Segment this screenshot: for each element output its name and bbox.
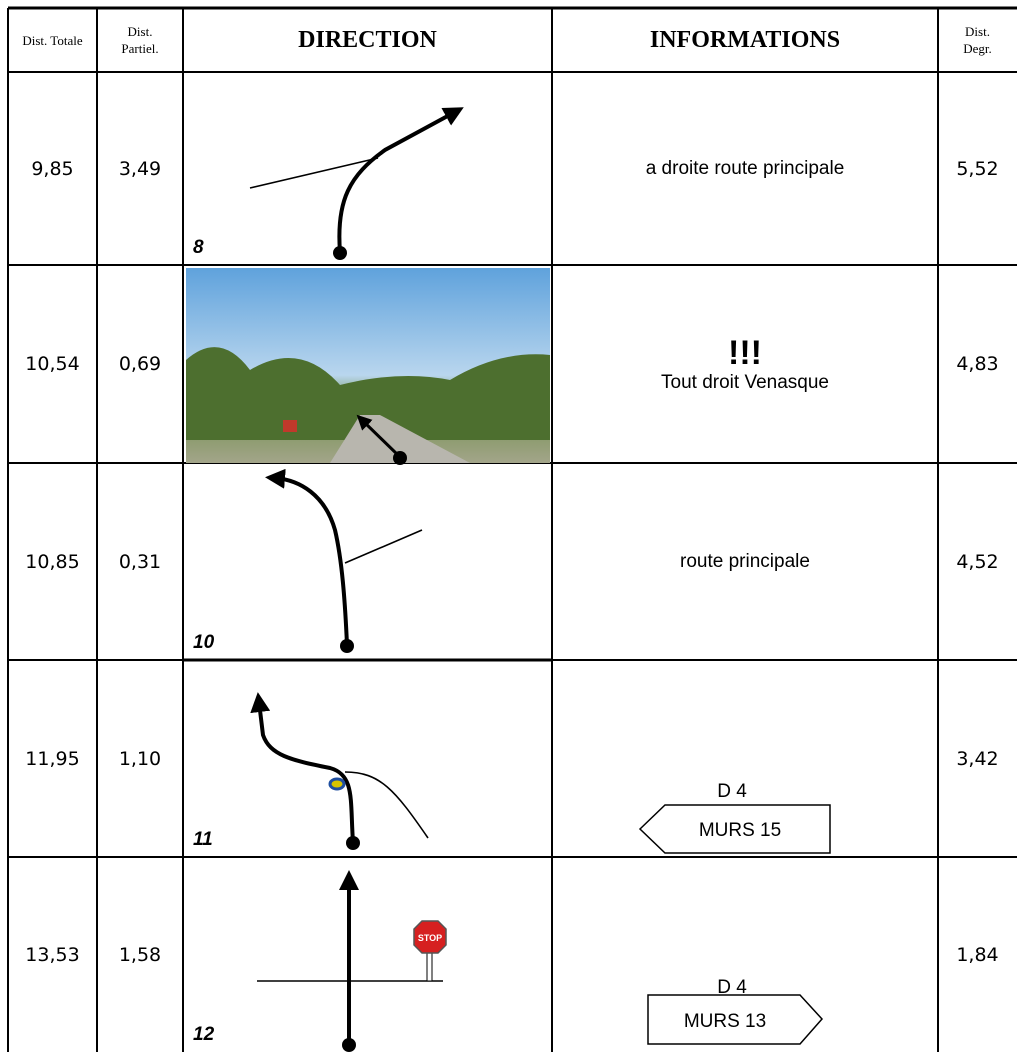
column-header: Dist. Degr. [963, 24, 992, 56]
dist-degr: 5,52 [956, 157, 999, 180]
dist-partial: 1,10 [118, 747, 162, 770]
sign-text: MURS 15 [699, 820, 781, 841]
roundabout-marker [328, 777, 346, 791]
column-header: DIRECTION [298, 26, 437, 53]
side-road [344, 771, 429, 839]
photo-trees [186, 347, 550, 440]
dist-degr: 1,84 [956, 943, 999, 966]
info-text: route principale [680, 550, 810, 572]
start-dot [342, 1038, 356, 1052]
sign-text: MURS 13 [684, 1011, 766, 1032]
start-dot [340, 639, 354, 653]
stop-pole [426, 951, 433, 982]
dist-partial: 3,49 [118, 157, 162, 180]
route-arrow [337, 107, 464, 254]
road-sign [638, 804, 831, 854]
column-header: Dist. Partiel. [121, 24, 159, 56]
side-road [249, 157, 379, 189]
dist-partial: 1,58 [118, 943, 162, 966]
dist-partial: 0,31 [118, 550, 162, 573]
dist-degr: 3,42 [956, 747, 999, 770]
step-number: 8 [193, 237, 204, 258]
information: a droite route principale [552, 72, 938, 265]
dist-degr: 4,83 [956, 353, 999, 375]
start-dot [393, 451, 407, 465]
dist-total: 11,95 [25, 747, 80, 770]
photo-sign [283, 420, 297, 432]
info-text: D 4 [717, 781, 747, 802]
information: !!! Tout droit Venasque [552, 265, 938, 463]
dist-total: 10,54 [25, 353, 80, 375]
column-header: INFORMATIONS [649, 26, 841, 53]
dist-total: 13,53 [25, 943, 80, 966]
info-text: !!! [728, 334, 762, 372]
side-road [344, 529, 423, 564]
info-text: D 4 [717, 977, 747, 998]
step-number: 10 [193, 632, 215, 653]
dist-partial: 0,69 [118, 353, 162, 375]
route-arrow [265, 468, 349, 647]
information: route principale [552, 463, 938, 660]
photo-arrow [356, 414, 402, 459]
dist-total: 9,85 [31, 157, 74, 180]
start-dot [346, 836, 360, 850]
stop-text: STOP [418, 933, 442, 943]
stop-sign [413, 920, 447, 954]
info-text: a droite route principale [645, 157, 845, 179]
column-header: Dist. Totale [22, 32, 83, 48]
start-dot [333, 246, 347, 260]
road-sign [647, 994, 824, 1045]
route-arrow [250, 692, 355, 844]
step-number: 11 [193, 829, 213, 850]
info-text: Tout droit Venasque [661, 372, 829, 393]
step-number: 12 [193, 1024, 215, 1045]
dist-degr: 4,52 [956, 550, 999, 573]
dist-total: 10,85 [25, 550, 80, 573]
